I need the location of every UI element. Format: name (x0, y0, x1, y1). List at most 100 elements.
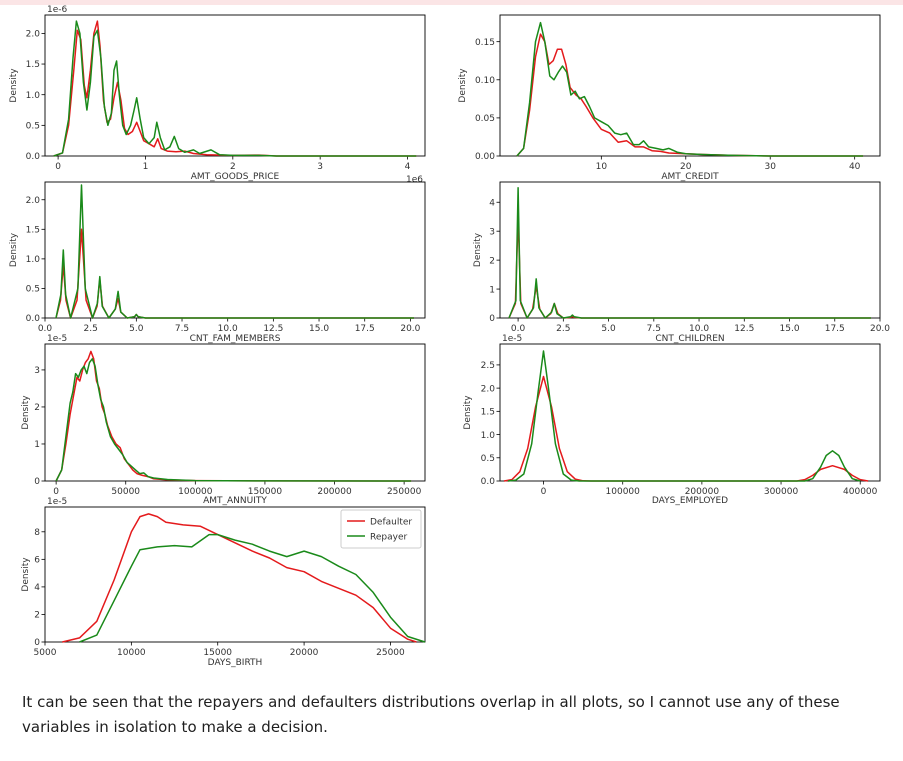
y-axis-label: Density (9, 68, 19, 103)
series-line-repayer (508, 187, 871, 319)
series-line-repayer (55, 184, 414, 319)
x-tick-label: 15.0 (780, 324, 800, 334)
x-tick-label: 0.0 (38, 324, 53, 334)
x-tick-label: 15.0 (309, 324, 329, 334)
kde-panel-days-employed: 0 100000 200000 300000 400000 0.0 0.5 1.0 1.5 2.0… (463, 334, 881, 506)
y-tick-label: 2.5 (481, 361, 495, 371)
y-tick-label: 1.5 (26, 226, 40, 236)
x-tick-label: 10.0 (218, 324, 238, 334)
y-tick-label: 1.5 (26, 60, 40, 70)
x-tick-label: 17.5 (355, 324, 375, 334)
y-tick-label: 8 (34, 528, 40, 538)
x-tick-label: 2.5 (556, 324, 570, 334)
x-tick-label: 300000 (764, 487, 799, 497)
series-line-repayer (507, 350, 861, 482)
y-tick-label: 0.15 (475, 38, 495, 48)
axes-frame (499, 14, 881, 157)
y-tick-label: 0.5 (481, 454, 495, 464)
x-tick-label: 10.0 (689, 324, 709, 334)
x-tick-label: 40 (849, 162, 861, 172)
x-tick-label: 0.0 (511, 324, 526, 334)
x-tick-label: 100000 (606, 487, 641, 497)
series-line-defaulter (55, 228, 414, 319)
x-tick-label: 12.5 (263, 324, 283, 334)
series-line-defaulter (62, 513, 417, 643)
x-tick-label: 30 (764, 162, 776, 172)
x-tick-label: 7.5 (647, 324, 661, 334)
x-axis-label: DAYS_EMPLOYED (652, 496, 728, 506)
y-axis-label: Density (458, 68, 468, 103)
y-tick-label: 0.0 (26, 314, 41, 324)
axes-frame (44, 343, 426, 482)
y-tick-label: 1 (34, 440, 40, 450)
y-offset-text: 1e-5 (502, 334, 522, 344)
series-line-defaulter (508, 215, 871, 319)
kde-panel-amt-goods-price: 0 1 2 3 4 0.0 0.5 1.0 1.5 2.0 AMT_GOODS_PRICE Densi… (9, 5, 426, 185)
legend: Defaulter Repayer (340, 509, 422, 549)
y-tick-label: 1.0 (26, 255, 41, 265)
legend-label-defaulter: Defaulter (370, 517, 412, 527)
kde-panel-amt-credit: 10 20 30 40 0.00 0.05 0.10 0.15 AMT_CREDIT Densit… (458, 14, 881, 182)
y-tick-label: 0.5 (26, 285, 40, 295)
legend-label-repayer: Repayer (370, 532, 407, 542)
y-offset-text: 1e-5 (47, 497, 67, 507)
x-tick-label: 2.5 (84, 324, 98, 334)
series-line-defaulter (516, 33, 864, 157)
x-tick-label: 20.0 (400, 324, 420, 334)
y-tick-label: 6 (34, 556, 40, 566)
x-axis-label: DAYS_BIRTH (208, 658, 263, 668)
x-tick-label: 17.5 (825, 324, 845, 334)
x-tick-label: 20.0 (870, 324, 890, 334)
series-line-repayer (516, 21, 864, 157)
series-line-repayer (55, 358, 412, 482)
y-tick-label: 0.10 (475, 76, 495, 86)
y-tick-label: 0.0 (481, 477, 496, 487)
y-tick-label: 2 (489, 256, 495, 266)
x-tick-label: 20 (680, 162, 692, 172)
y-axis-label: Density (21, 395, 31, 430)
y-tick-label: 1.5 (481, 408, 495, 418)
y-tick-label: 3 (34, 366, 40, 376)
y-tick-label: 0.05 (475, 114, 495, 124)
y-tick-label: 2.0 (26, 30, 41, 40)
y-tick-label: 2.0 (26, 196, 41, 206)
x-tick-label: 0 (55, 162, 61, 172)
x-tick-label: 10000 (117, 648, 146, 658)
x-tick-label: 5.0 (129, 324, 144, 334)
y-offset-text: 1e-5 (47, 334, 67, 344)
x-tick-label: 4 (405, 162, 411, 172)
kde-plots-figure: 0 1 2 3 4 0.0 0.5 1.0 1.5 2.0 AMT_GOODS_PRICE Densi… (9, 5, 890, 668)
series-line-repayer (53, 20, 417, 157)
y-tick-label: 4 (34, 583, 40, 593)
x-axis-label: CNT_FAM_MEMBERS (190, 334, 281, 344)
y-tick-label: 0 (489, 314, 495, 324)
x-tick-label: 200000 (317, 487, 352, 497)
x-tick-label: 10 (596, 162, 608, 172)
x-tick-label: 20000 (290, 648, 319, 658)
y-axis-label: Density (473, 232, 483, 267)
y-tick-label: 0 (34, 638, 40, 648)
kde-panel-amt-annuity: 0 50000 100000 150000 200000 250000 0 1 2 3 AMT_AN… (21, 334, 426, 506)
y-tick-label: 2.0 (481, 384, 496, 394)
y-tick-label: 3 (489, 227, 495, 237)
series-line-defaulter (503, 375, 869, 482)
x-tick-label: 250000 (387, 487, 422, 497)
y-tick-label: 1.0 (481, 431, 496, 441)
y-tick-label: 2 (34, 403, 40, 413)
series-line-defaulter (55, 350, 412, 482)
x-tick-label: 15000 (203, 648, 232, 658)
x-axis-label: AMT_CREDIT (661, 172, 719, 182)
kde-panel-cnt-children: 0.0 2.5 5.0 7.5 10.0 12.5 15.0 17.5 20.0 0 1 2 3 4 CNT… (473, 181, 890, 344)
x-tick-label: 3 (317, 162, 323, 172)
y-tick-label: 1.0 (26, 91, 41, 101)
x-tick-label: 200000 (685, 487, 720, 497)
y-offset-text: 1e-6 (47, 5, 68, 15)
axes-frame (499, 181, 881, 319)
x-tick-label: 5000 (34, 648, 57, 658)
x-tick-label: 100000 (178, 487, 213, 497)
x-axis-label: CNT_CHILDREN (655, 334, 724, 344)
series-line-repayer (79, 533, 426, 643)
y-tick-label: 0.0 (26, 152, 41, 162)
x-tick-label: 12.5 (734, 324, 754, 334)
y-tick-label: 1 (489, 285, 495, 295)
